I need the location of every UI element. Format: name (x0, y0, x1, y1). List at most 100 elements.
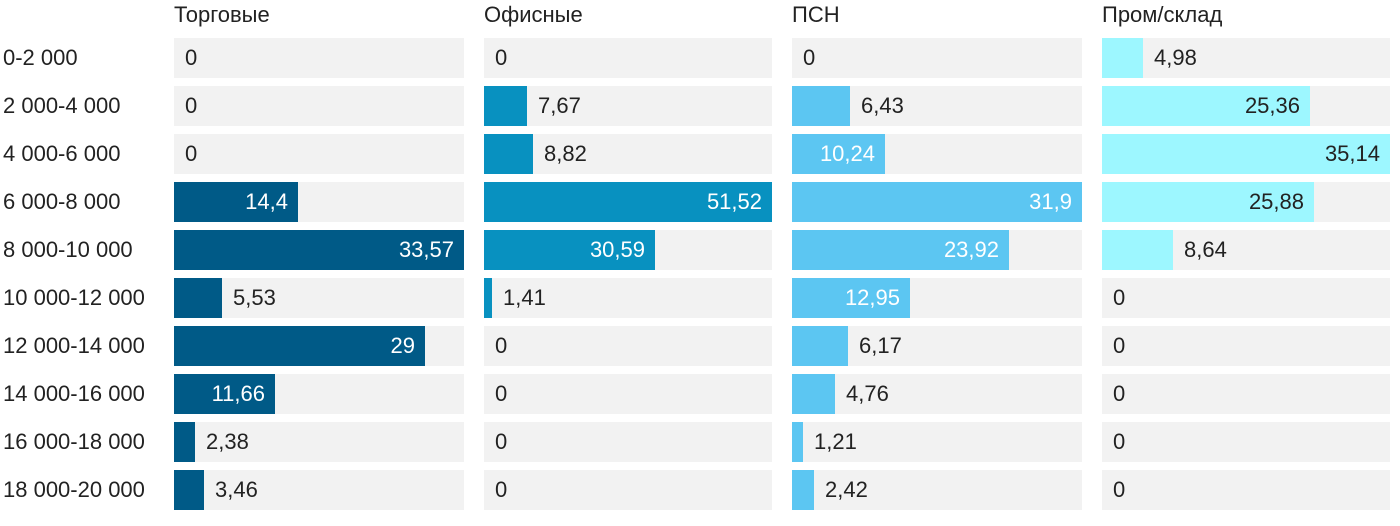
bar-track: 6,17 (792, 326, 1082, 366)
value-label: 2,38 (206, 429, 249, 454)
bar-track: 33,57 (174, 230, 464, 270)
series-title: Торговые (174, 2, 270, 27)
bar-track: 8,64 (1102, 230, 1390, 270)
value-label: 6,17 (859, 333, 902, 358)
value-label: 11,66 (211, 381, 265, 406)
bar (792, 326, 848, 366)
category-label: 16 000-18 000 (3, 429, 145, 454)
bar-track: 30,59 (484, 230, 772, 270)
bar-track: 25,88 (1102, 182, 1390, 222)
value-label: 0 (1113, 285, 1126, 310)
bar (174, 230, 464, 270)
bar-track: 0 (484, 374, 772, 414)
bar-track: 31,9 (792, 182, 1082, 222)
bar-track: 0 (174, 38, 464, 78)
bar (484, 134, 533, 174)
bar-track: 25,36 (1102, 86, 1390, 126)
bar (484, 86, 527, 126)
value-label: 51,52 (706, 189, 762, 214)
bar-track: 5,53 (174, 278, 464, 318)
value-label: 30,59 (589, 237, 645, 262)
bar (484, 230, 655, 270)
bar (1102, 134, 1390, 174)
bar-track: 2,42 (792, 470, 1082, 510)
value-label: 0 (1113, 381, 1126, 406)
value-label: 29 (390, 333, 415, 358)
bar (174, 326, 425, 366)
bar-track: 29 (174, 326, 464, 366)
value-label: 6,43 (861, 93, 904, 118)
bar-track: 0 (1102, 470, 1390, 510)
bar (1102, 182, 1314, 222)
bar (1102, 38, 1143, 78)
bar-track: 10,24 (792, 134, 1082, 174)
category-label: 2 000-4 000 (3, 93, 121, 118)
category-label: 14 000-16 000 (3, 381, 145, 406)
bar (174, 182, 298, 222)
value-label: 4,76 (846, 381, 889, 406)
bar-track: 8,82 (484, 134, 772, 174)
bar-track: 14,4 (174, 182, 464, 222)
value-label: 4,98 (1154, 45, 1197, 70)
bar (1102, 230, 1173, 270)
bar-track: 0 (792, 38, 1082, 78)
value-label: 0 (495, 333, 508, 358)
bar-track: 4,76 (792, 374, 1082, 414)
value-label: 1,41 (503, 285, 546, 310)
bar-track: 12,95 (792, 278, 1082, 318)
bar (484, 182, 772, 222)
value-label: 5,53 (233, 285, 276, 310)
value-label: 1,21 (814, 429, 857, 454)
bar-track: 11,66 (174, 374, 464, 414)
value-label: 25,88 (1248, 189, 1304, 214)
bar (174, 470, 204, 510)
value-label: 7,67 (538, 93, 581, 118)
bar-track: 6,43 (792, 86, 1082, 126)
bar-track: 0 (1102, 422, 1390, 462)
series-title: ПСН (792, 2, 840, 27)
value-label: 23,92 (943, 237, 999, 262)
bar-track: 7,67 (484, 86, 772, 126)
value-label: 8,64 (1184, 237, 1227, 262)
value-label: 31,9 (1029, 189, 1072, 214)
value-label: 0 (1113, 333, 1126, 358)
bar-track: 0 (484, 326, 772, 366)
value-label: 0 (495, 477, 508, 502)
bar-track: 0 (484, 38, 772, 78)
value-label: 0 (185, 45, 198, 70)
series-title: Офисные (484, 2, 583, 27)
category-label: 10 000-12 000 (3, 285, 145, 310)
bar-track: 0 (1102, 278, 1390, 318)
value-label: 0 (1113, 429, 1126, 454)
bar (1102, 86, 1310, 126)
bar-track: 0 (484, 422, 772, 462)
bar (792, 422, 803, 462)
bar (792, 374, 835, 414)
category-label: 12 000-14 000 (3, 333, 145, 358)
bar-track: 0 (484, 470, 772, 510)
category-label: 6 000-8 000 (3, 189, 121, 214)
bar (792, 470, 814, 510)
series-title: Пром/склад (1102, 2, 1223, 27)
bar-track: 4,98 (1102, 38, 1390, 78)
bar-track: 2,38 (174, 422, 464, 462)
bar (792, 182, 1082, 222)
value-label: 0 (185, 93, 198, 118)
value-label: 10,24 (819, 141, 875, 166)
value-label: 25,36 (1244, 93, 1300, 118)
bar (792, 134, 885, 174)
category-label: 0-2 000 (3, 45, 78, 70)
bar-track: 3,46 (174, 470, 464, 510)
bar (174, 374, 275, 414)
value-label: 8,82 (544, 141, 587, 166)
bar-track: 0 (174, 134, 464, 174)
value-label: 14,4 (245, 189, 288, 214)
bar-track: 0 (1102, 326, 1390, 366)
bar-track: 23,92 (792, 230, 1082, 270)
bar-track: 0 (1102, 374, 1390, 414)
value-label: 0 (185, 141, 198, 166)
value-label: 35,14 (1324, 141, 1380, 166)
value-label: 0 (1113, 477, 1126, 502)
bar-track: 35,14 (1102, 134, 1390, 174)
